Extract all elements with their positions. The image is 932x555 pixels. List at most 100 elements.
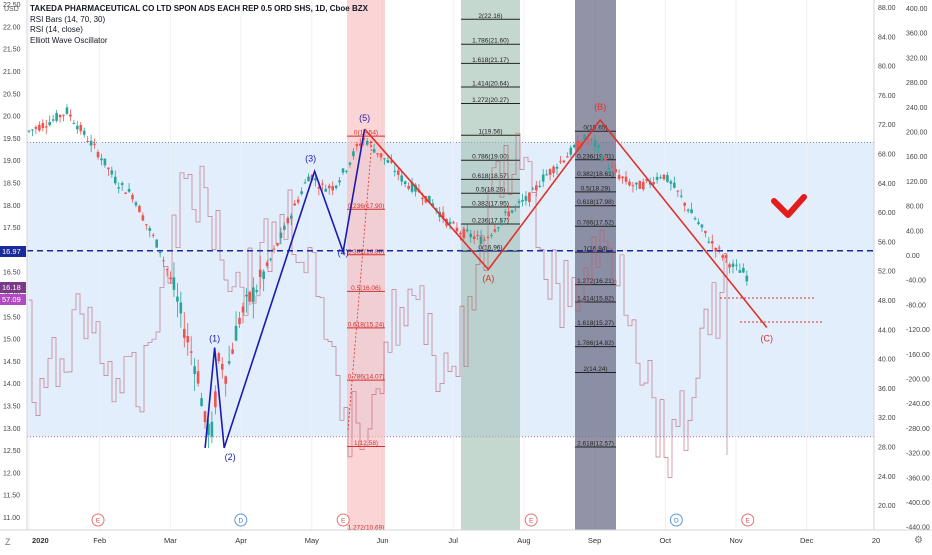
legend-rsi-bars: RSI Bars (14, 70, 30)	[30, 15, 368, 26]
right-price-tick-label: 72.00	[878, 122, 896, 129]
right-osc-tick-label: 360.00	[906, 31, 928, 38]
candle-body	[28, 131, 31, 132]
right-price-tick-label: 64.00	[878, 181, 896, 188]
x-tick-label: Aug	[517, 536, 530, 545]
candle-body	[124, 193, 127, 194]
candle-body	[366, 141, 369, 145]
left-tick-label: 11.50	[3, 493, 20, 500]
candle-body	[100, 159, 103, 161]
wave-label: (4)	[338, 248, 349, 258]
candle-body	[204, 411, 207, 422]
candle-body	[732, 264, 735, 267]
candle-body	[142, 215, 145, 220]
candle-body	[666, 175, 669, 182]
candle-body	[193, 366, 196, 374]
left-tick-label: 13.00	[3, 426, 21, 433]
candle-body	[55, 113, 58, 121]
fib-level-label: 0.618(18.57)	[472, 173, 509, 180]
candle-body	[387, 160, 390, 163]
fib-level-label: 1.786(14.82)	[577, 340, 614, 347]
right-osc-tick-label: 320.00	[906, 55, 928, 62]
candle-body	[556, 167, 559, 169]
left-tick-label: 19.00	[3, 158, 21, 165]
candle-body	[611, 167, 614, 168]
candle-body	[138, 206, 141, 212]
candle-body	[283, 226, 286, 230]
fib-level-label: 1.414(15.82)	[577, 296, 614, 303]
candle-body	[652, 182, 655, 184]
fib-level-label: 2.618(12.57)	[577, 440, 614, 447]
candle-body	[238, 318, 241, 324]
candle-body	[111, 170, 114, 174]
candle-body	[507, 211, 510, 216]
candle-body	[128, 189, 131, 192]
candle-body	[728, 264, 731, 267]
candle-body	[45, 126, 48, 127]
x-tick-label: 2020	[32, 536, 49, 545]
candle-body	[131, 195, 134, 199]
right-osc-tick-label: -440.00	[906, 525, 930, 532]
candle-body	[397, 170, 400, 174]
candle-body	[742, 268, 745, 273]
fib-block-bg	[575, 0, 616, 530]
candle-body	[708, 242, 711, 243]
candle-body	[338, 180, 341, 182]
event-marker-label: D	[238, 518, 243, 525]
gear-icon[interactable]: ⚙	[914, 535, 923, 546]
candle-body	[117, 187, 120, 188]
candle-body	[121, 183, 124, 185]
candle-body	[459, 233, 462, 234]
fib-block-green: 2(22.16)1.786(21.60)1.618(21.17)1.414(20…	[461, 0, 520, 530]
candle-body	[114, 177, 117, 184]
candle-body	[573, 145, 576, 147]
candle-body	[542, 175, 545, 182]
candle-body	[42, 123, 45, 128]
candle-body	[107, 168, 110, 169]
candle-body	[66, 107, 69, 113]
candle-body	[218, 353, 221, 361]
right-price-tick-label: 52.00	[878, 269, 896, 276]
candle-body	[535, 185, 538, 190]
legend-ewo: Elliott Wave Oscillator	[30, 36, 368, 47]
candle-body	[235, 326, 238, 341]
candle-body	[687, 210, 690, 211]
candle-body	[476, 235, 479, 236]
fib-block-dark: 0(19.65)0.236(19.01)0.382(18.61)0.5(18.2…	[575, 0, 616, 530]
candle-body	[349, 163, 352, 165]
chart-legend: TAKEDA PHARMACEUTICAL CO LTD SPON ADS EA…	[30, 4, 368, 46]
x-tick-label: 20	[872, 536, 880, 545]
right-price-tick-label: 24.00	[878, 474, 896, 481]
candle-body	[183, 329, 186, 338]
candle-body	[380, 153, 383, 157]
right-osc-tick-label: 400.00	[906, 6, 928, 13]
candle-body	[594, 140, 597, 146]
candle-body	[345, 171, 348, 172]
candle-body	[607, 168, 610, 170]
x-tick-label: Nov	[729, 536, 743, 545]
fib-level-label: 0.5(18.29)	[581, 185, 611, 192]
candle-body	[566, 156, 569, 157]
last-price-tag: 16.97	[0, 246, 26, 257]
left-tick-label: 21.00	[3, 69, 21, 76]
candle-body	[635, 183, 638, 185]
right-osc-tick-label: -80.00	[906, 302, 926, 309]
candle-body	[483, 240, 486, 241]
wave-label: (1)	[209, 334, 220, 344]
right-osc-tick-label: 40.00	[906, 228, 924, 235]
event-marker-label: E	[96, 518, 101, 525]
right-osc-tick-label: 160.00	[906, 154, 928, 161]
candle-body	[400, 175, 403, 181]
candle-body	[590, 139, 593, 140]
right-price-tick-label: 60.00	[878, 210, 896, 217]
candle-body	[490, 235, 493, 236]
x-tick-label: Apr	[235, 536, 247, 545]
candle-body	[604, 158, 607, 161]
x-tick-label: Sep	[588, 536, 601, 545]
candle-body	[621, 177, 624, 179]
candle-body	[69, 115, 72, 117]
wave-label: (2)	[225, 452, 236, 462]
timezone-icon[interactable]: Z	[5, 537, 11, 547]
candle-body	[90, 141, 93, 146]
